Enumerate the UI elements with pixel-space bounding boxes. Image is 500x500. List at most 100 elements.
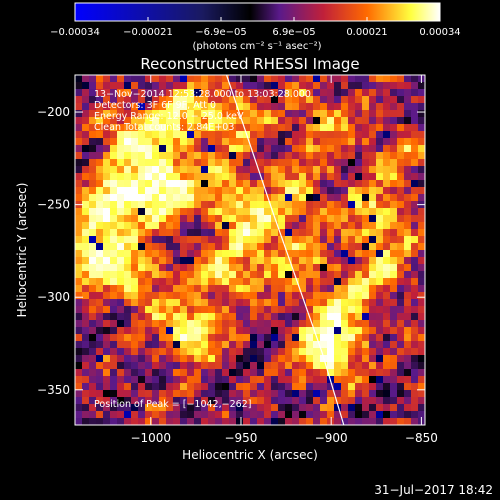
heatmap-cell <box>117 152 124 159</box>
heatmap-cell <box>201 229 208 236</box>
heatmap-cell <box>292 145 299 152</box>
heatmap-cell <box>320 306 327 313</box>
heatmap-cell <box>355 376 362 383</box>
heatmap-cell <box>292 327 299 334</box>
heatmap-cell <box>257 159 264 166</box>
heatmap-cell <box>313 341 320 348</box>
heatmap-cell <box>89 75 96 82</box>
heatmap-cell <box>201 278 208 285</box>
heatmap-cell <box>173 215 180 222</box>
heatmap-cell <box>131 383 138 390</box>
heatmap-cell <box>397 75 404 82</box>
heatmap-cell <box>355 348 362 355</box>
heatmap-cell <box>376 222 383 229</box>
heatmap-cell <box>89 404 96 411</box>
heatmap-cell <box>222 355 229 362</box>
heatmap-cell <box>180 411 187 418</box>
heatmap-cell <box>320 236 327 243</box>
heatmap-cell <box>173 285 180 292</box>
heatmap-cell <box>236 243 243 250</box>
heatmap-cell <box>229 243 236 250</box>
heatmap-cell <box>229 292 236 299</box>
heatmap-cell <box>208 215 215 222</box>
heatmap-cell <box>292 278 299 285</box>
heatmap-cell <box>362 313 369 320</box>
heatmap-cell <box>201 243 208 250</box>
heatmap-cell <box>299 82 306 89</box>
heatmap-cell <box>334 131 341 138</box>
heatmap-cell <box>110 348 117 355</box>
heatmap-cell <box>82 243 89 250</box>
heatmap-cell <box>320 173 327 180</box>
heatmap-cell <box>362 82 369 89</box>
heatmap-cell <box>369 208 376 215</box>
heatmap-cell <box>208 243 215 250</box>
heatmap-cell <box>306 362 313 369</box>
heatmap-cell <box>201 327 208 334</box>
heatmap-cell <box>390 376 397 383</box>
heatmap-cell <box>292 334 299 341</box>
heatmap-cell <box>376 236 383 243</box>
heatmap-cell <box>313 243 320 250</box>
heatmap-cell <box>327 145 334 152</box>
heatmap-cell <box>383 215 390 222</box>
heatmap-cell <box>313 320 320 327</box>
heatmap-cell <box>257 166 264 173</box>
heatmap-cell <box>124 257 131 264</box>
heatmap-cell <box>201 383 208 390</box>
heatmap-cell <box>208 299 215 306</box>
heatmap-cell <box>341 145 348 152</box>
heatmap-cell <box>103 159 110 166</box>
heatmap-cell <box>138 362 145 369</box>
heatmap-cell <box>278 180 285 187</box>
heatmap-cell <box>376 89 383 96</box>
heatmap-cell <box>278 292 285 299</box>
heatmap-cell <box>229 278 236 285</box>
heatmap-cell <box>243 264 250 271</box>
heatmap-cell <box>299 187 306 194</box>
heatmap-cell <box>173 138 180 145</box>
heatmap-cell <box>145 138 152 145</box>
heatmap-cell <box>285 271 292 278</box>
heatmap-cell <box>229 299 236 306</box>
heatmap-cell <box>187 355 194 362</box>
heatmap-cell <box>285 390 292 397</box>
heatmap-cell <box>376 285 383 292</box>
heatmap-cell <box>362 390 369 397</box>
heatmap-cell <box>103 194 110 201</box>
heatmap-cell <box>131 159 138 166</box>
heatmap-cell <box>89 264 96 271</box>
heatmap-cell <box>89 124 96 131</box>
heatmap-cell <box>187 173 194 180</box>
heatmap-cell <box>194 75 201 82</box>
heatmap-cell <box>278 306 285 313</box>
heatmap-cell <box>257 355 264 362</box>
heatmap-cell <box>243 152 250 159</box>
heatmap-cell <box>397 152 404 159</box>
heatmap-cell <box>278 383 285 390</box>
heatmap-cell <box>334 376 341 383</box>
heatmap-cell <box>201 397 208 404</box>
heatmap-cell <box>138 222 145 229</box>
heatmap-cell <box>96 285 103 292</box>
heatmap-cell <box>229 103 236 110</box>
heatmap-cell <box>285 264 292 271</box>
heatmap-cell <box>390 201 397 208</box>
heatmap-cell <box>348 327 355 334</box>
heatmap-cell <box>292 418 299 425</box>
heatmap-cell <box>117 390 124 397</box>
heatmap-cell <box>124 103 131 110</box>
heatmap-cell <box>320 82 327 89</box>
heatmap-cell <box>250 390 257 397</box>
heatmap-cell <box>299 152 306 159</box>
heatmap-cell <box>215 376 222 383</box>
heatmap-cell <box>131 180 138 187</box>
heatmap-cell <box>138 138 145 145</box>
heatmap-cell <box>271 222 278 229</box>
heatmap-cell <box>208 96 215 103</box>
heatmap-cell <box>222 173 229 180</box>
heatmap-cell <box>369 180 376 187</box>
heatmap-cell <box>187 376 194 383</box>
heatmap-cell <box>152 222 159 229</box>
heatmap-cell <box>138 96 145 103</box>
